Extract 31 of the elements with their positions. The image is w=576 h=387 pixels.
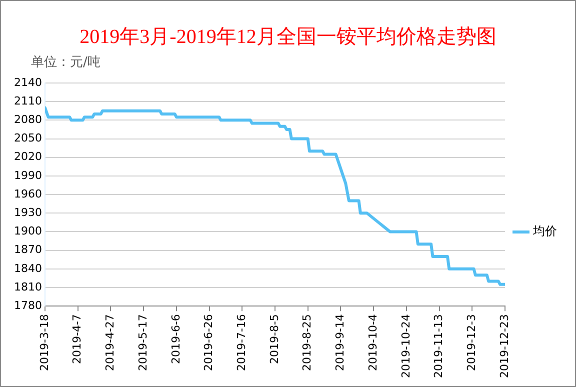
y-tick-label: 1990 xyxy=(14,168,42,182)
y-tick-label: 1960 xyxy=(14,187,42,200)
y-tick-label: 1840 xyxy=(14,262,42,275)
x-tick-label: 2019-9-14 xyxy=(334,314,347,372)
y-tick-label: 1780 xyxy=(14,298,42,312)
x-tick-label: 2019-12-23 xyxy=(498,314,511,378)
x-tick-label: 2019-4-27 xyxy=(104,314,117,372)
y-tick-label: 2050 xyxy=(14,132,42,145)
y-tick-label: 2110 xyxy=(14,94,42,108)
x-tick-label: 2019-10-24 xyxy=(399,314,412,378)
y-tick-label: 2020 xyxy=(14,150,42,164)
y-axis-title: 单位：元/吨 xyxy=(31,54,100,71)
y-tick-label: 1810 xyxy=(14,280,42,294)
x-tick-label: 2019-3-18 xyxy=(38,314,51,372)
x-tick-label: 2019-8-25 xyxy=(300,314,314,372)
y-tick-label: 2140 xyxy=(14,76,42,89)
y-tick-label: 1930 xyxy=(14,206,42,219)
y-tick-label: 1900 xyxy=(14,224,42,238)
x-tick-label: 2019-10-4 xyxy=(366,314,380,372)
legend-label: 均价 xyxy=(532,224,557,238)
x-tick-label: 2019-11-13 xyxy=(432,314,446,378)
x-tick-label: 2019-7-16 xyxy=(235,314,248,372)
x-tick-label: 2019-6-6 xyxy=(169,314,182,364)
x-tick-label: 2019-12-3 xyxy=(465,314,478,372)
x-tick-label: 2019-4-7 xyxy=(70,314,84,364)
chart-title: 2019年3月-2019年12月全国一铵平均价格走势图 xyxy=(78,25,498,50)
y-tick-label: 1870 xyxy=(14,243,42,256)
x-tick-label: 2019-5-17 xyxy=(136,314,150,372)
x-tick-label: 2019-8-5 xyxy=(268,314,281,364)
y-tick-label: 2080 xyxy=(14,113,42,126)
x-tick-label: 2019-6-26 xyxy=(202,314,216,372)
